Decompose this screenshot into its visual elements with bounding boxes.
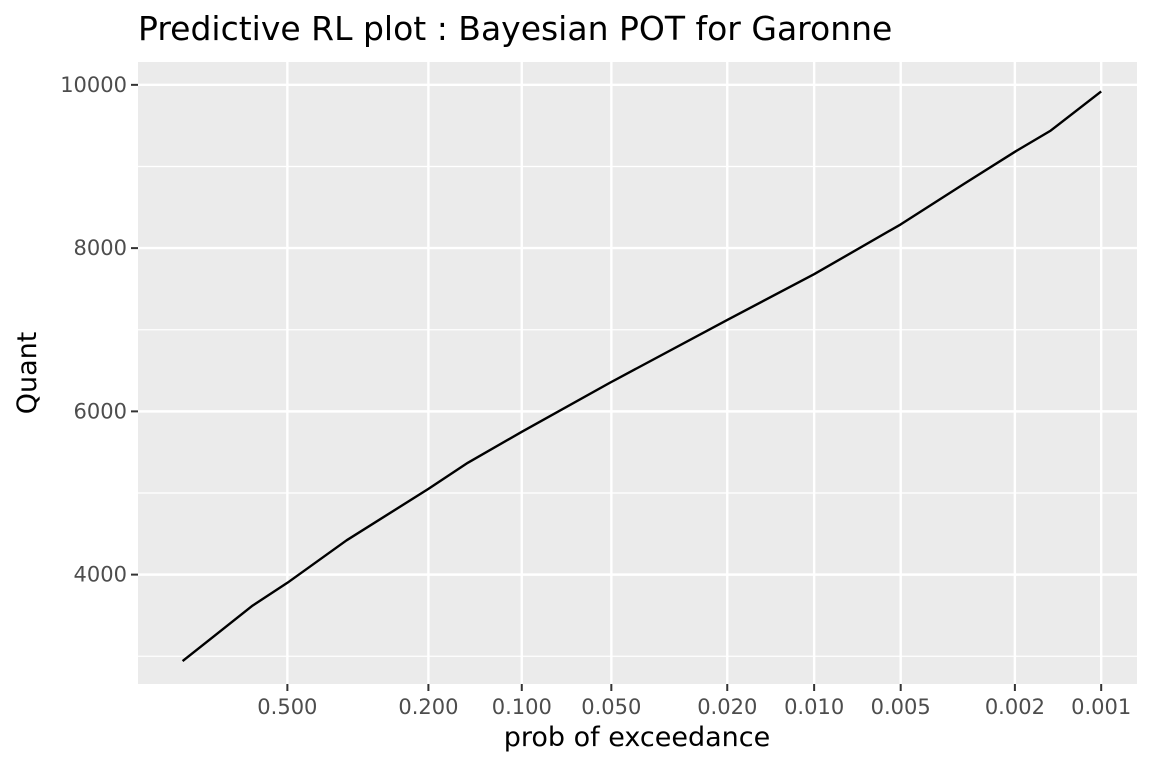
x-tick-label: 0.020 [697, 695, 757, 719]
x-axis-title: prob of exceedance [504, 722, 770, 753]
y-tick-label: 4000 [74, 563, 127, 587]
y-tick-label: 6000 [74, 399, 127, 423]
plot-panel [138, 62, 1137, 684]
x-tick-label: 0.002 [985, 695, 1045, 719]
x-tick-label: 0.100 [492, 695, 552, 719]
tick-labels: 4000 6000 8000 10000 0.500 0.200 0.100 0.050 0.0… [60, 73, 1131, 719]
series-line [181, 90, 1102, 663]
x-tick-label: 0.001 [1071, 695, 1131, 719]
x-tick-label: 0.050 [581, 695, 641, 719]
series-layer [181, 90, 1102, 663]
y-tick-label: 8000 [74, 236, 127, 260]
major-gridlines [138, 62, 1137, 684]
x-tick-label: 0.005 [871, 695, 931, 719]
y-tick-label: 10000 [60, 73, 127, 97]
axis-ticks [131, 83, 1103, 691]
x-tick-label: 0.500 [257, 695, 317, 719]
minor-gridlines [138, 165, 1137, 657]
x-tick-label: 0.200 [398, 695, 458, 719]
chart-title: Predictive RL plot : Bayesian POT for Ga… [138, 9, 892, 48]
y-axis-title: Quant [12, 332, 43, 415]
x-tick-label: 0.010 [784, 695, 844, 719]
